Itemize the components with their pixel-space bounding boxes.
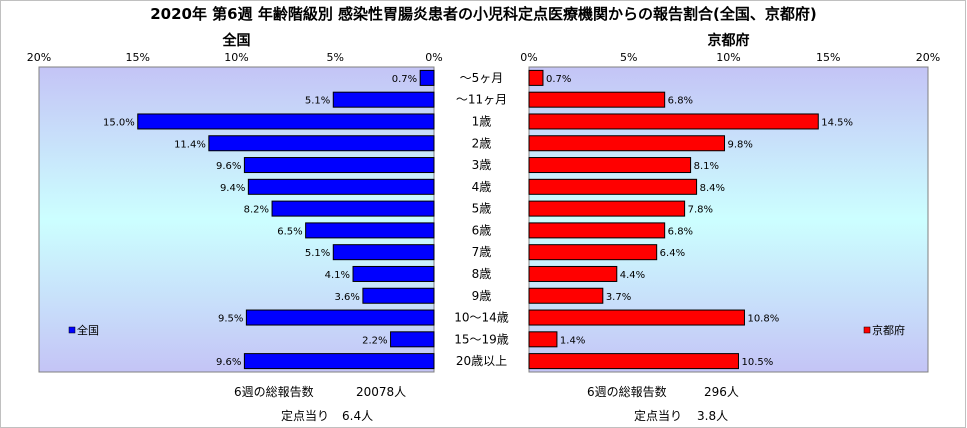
right-data-label: 8.1% [694,161,719,172]
right-bar [528,287,604,304]
right-data-label: 10.5% [741,357,773,368]
left-total-value: 20078人 [356,385,407,399]
right-data-label: 8.4% [700,183,725,194]
category-label: 15～19歳 [454,332,509,346]
left-legend-swatch [68,326,76,334]
right-bar [528,353,739,370]
right-bar [528,178,698,195]
right-data-label: 7.8% [688,205,713,216]
left-per-label: 定点当り [281,409,330,423]
chart-title: 2020年 第6週 年齢階級別 感染性胃腸炎患者の小児科定点医療機関からの報告割… [150,5,817,23]
category-label: 8歳 [472,267,492,281]
left-bar [352,265,435,282]
left-data-label: 11.4% [174,139,206,150]
category-label: 4歳 [472,180,492,194]
left-bar [208,135,435,152]
left-bar [247,178,435,195]
right-bar [528,157,692,174]
left-x-tick-label: 0% [425,51,442,64]
category-label: 5歳 [472,202,492,216]
left-data-label: 6.5% [277,226,302,237]
left-bar [390,331,435,348]
left-per-value: 6.4人 [342,409,374,423]
left-bar [243,157,435,174]
left-data-label: 9.4% [220,183,245,194]
left-data-label: 9.6% [216,357,241,368]
left-bar [271,200,435,217]
right-data-label: 14.5% [821,117,853,128]
right-x-tick-label: 5% [620,51,637,64]
right-bar [528,265,618,282]
left-data-label: 5.1% [305,248,330,259]
left-legend-label: 全国 [77,323,99,337]
category-label: 10～14歳 [454,311,509,325]
right-bar [528,244,658,261]
category-label: 6歳 [472,223,492,237]
right-data-label: 9.8% [728,139,753,150]
right-data-label: 6.4% [660,248,685,259]
left-x-tick-label: 5% [327,51,344,64]
right-x-tick-label: 0% [520,51,537,64]
right-x-tick-label: 20% [916,51,940,64]
right-bar [528,200,686,217]
left-x-tick-label: 15% [126,51,150,64]
right-data-label: 3.7% [606,292,631,303]
right-data-label: 6.8% [668,96,693,107]
left-bar [137,113,435,130]
right-panel-title: 京都府 [708,32,750,49]
category-label: 1歳 [472,114,492,128]
left-data-label: 8.2% [244,205,269,216]
right-x-tick-label: 15% [816,51,840,64]
right-bar [528,135,726,152]
left-bar [243,353,435,370]
right-bar [528,309,745,326]
left-data-label: 0.7% [392,74,417,85]
left-bar [305,222,435,239]
left-data-label: 5.1% [305,96,330,107]
right-data-label: 6.8% [668,226,693,237]
right-bar [528,69,544,86]
left-data-label: 15.0% [103,117,135,128]
right-plot-area [528,66,929,373]
right-bar [528,222,666,239]
right-data-label: 4.4% [620,270,645,281]
left-total-label: 6週の総報告数 [234,385,314,399]
left-bar [332,91,435,108]
left-x-tick-label: 20% [27,51,51,64]
category-label: 9歳 [472,289,492,303]
category-label: 2歳 [472,136,492,150]
left-x-tick-label: 10% [224,51,248,64]
right-per-value: 3.8人 [697,409,729,423]
left-data-label: 3.6% [334,292,359,303]
left-bar [245,309,435,326]
right-data-label: 0.7% [546,74,571,85]
left-data-label: 2.2% [362,335,387,346]
category-label: 3歳 [472,158,492,172]
left-data-label: 9.5% [218,314,243,325]
right-x-tick-label: 10% [716,51,740,64]
left-data-label: 4.1% [325,270,350,281]
right-data-label: 10.8% [747,314,779,325]
right-bar [528,91,666,108]
left-bar [419,69,435,86]
category-label: ～5ヶ月 [460,71,504,85]
category-label: 7歳 [472,245,492,259]
right-total-value: 296人 [704,385,739,399]
right-legend-label: 京都府 [872,323,905,337]
left-bar [332,244,435,261]
right-bar [528,331,558,348]
left-data-label: 9.6% [216,161,241,172]
category-label: 20歳以上 [456,354,507,368]
left-panel-title: 全国 [222,32,251,49]
right-bar [528,113,819,130]
left-bar [362,287,435,304]
right-per-label: 定点当り [634,409,683,423]
right-data-label: 1.4% [560,335,585,346]
category-label: ～11ヶ月 [456,93,507,107]
right-total-label: 6週の総報告数 [587,385,667,399]
right-legend-swatch [863,326,871,334]
